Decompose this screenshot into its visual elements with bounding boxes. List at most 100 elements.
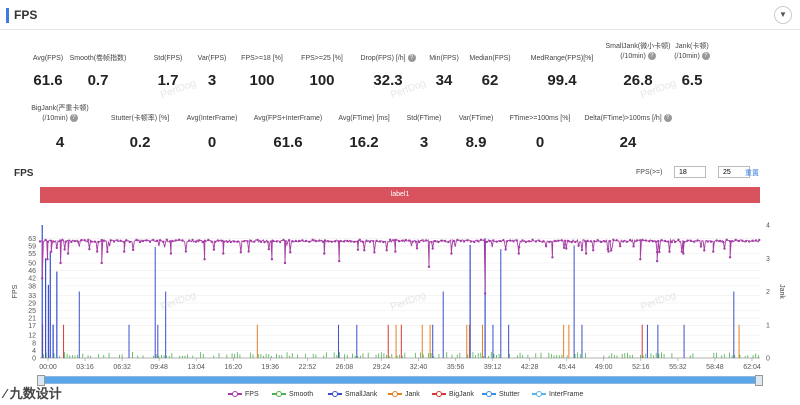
fps-point <box>226 240 229 244</box>
help-icon[interactable]: ? <box>407 54 416 63</box>
stat-label: Avg(InterFrame) <box>186 115 238 122</box>
time-range-slider[interactable] <box>37 375 763 386</box>
x-tick-label: 49:00 <box>595 364 613 371</box>
stat-value: 8.9 <box>465 134 487 151</box>
legend-item-fps[interactable]: FPS <box>228 391 259 398</box>
fps-point <box>207 238 210 242</box>
y-tick-label: 17 <box>28 323 36 330</box>
fps-point <box>148 240 152 243</box>
legend-item-interframe[interactable]: InterFrame <box>532 391 583 398</box>
fps-point <box>565 247 568 250</box>
fps-point <box>333 240 337 243</box>
fps-point <box>731 239 734 243</box>
fps-point <box>411 240 414 243</box>
slider-right-handle[interactable] <box>755 375 763 386</box>
collapse-chevron-icon[interactable]: ▼ <box>774 6 792 24</box>
fps-point <box>632 245 635 248</box>
fps-point <box>459 239 462 243</box>
fps-point <box>181 239 184 242</box>
legend-marker-icon <box>228 391 242 398</box>
fps-point <box>112 240 116 243</box>
fps-point <box>382 240 385 244</box>
stat-value: 0 <box>535 134 545 151</box>
fps-point <box>456 238 459 242</box>
fps-threshold-low-input[interactable] <box>674 166 706 178</box>
y-tick-label: 21 <box>28 316 36 323</box>
stat-value: 99.4 <box>547 72 577 89</box>
stat-value: 0.7 <box>87 72 109 89</box>
fps-point <box>469 240 473 243</box>
stat-label: Avg(FPS) <box>32 55 64 62</box>
fps-threshold-high-input[interactable] <box>718 166 750 178</box>
fps-point <box>311 238 314 242</box>
fps-point <box>560 239 563 242</box>
fps-point <box>483 292 487 295</box>
x-tick-label: 19:36 <box>262 364 280 371</box>
help-icon[interactable]: ? <box>701 52 710 61</box>
stat-label: Drop(FPS) [/h] ? <box>348 54 428 64</box>
fps-point <box>232 240 236 243</box>
fps-point <box>673 240 677 244</box>
fps-point <box>609 249 613 252</box>
fps-point <box>217 239 220 242</box>
fps-point <box>222 252 225 255</box>
stat-label: Min(FPS) <box>429 55 459 62</box>
stat-value: 3 <box>419 134 429 151</box>
fps-point <box>414 240 418 243</box>
legend-item-smalljank[interactable]: SmallJank <box>328 391 377 398</box>
slider-left-handle[interactable] <box>37 375 45 386</box>
stat-label: MedRange(FPS)[%] <box>530 55 594 62</box>
fps-point <box>165 238 168 242</box>
fps-point <box>505 240 508 243</box>
fps-point <box>492 239 495 242</box>
fps-point <box>424 239 428 242</box>
fps-point <box>38 240 42 243</box>
stat-label: Std(FPS) <box>153 55 183 62</box>
fps-point <box>437 240 440 244</box>
legend-item-bigjank[interactable]: BigJank <box>432 391 474 398</box>
legend-marker-icon <box>532 391 546 398</box>
legend-item-stutter[interactable]: Stutter <box>482 391 520 398</box>
legend-label: Stutter <box>499 391 520 398</box>
fps-point <box>247 250 250 253</box>
fps-point <box>504 248 507 251</box>
reset-button[interactable]: 重置 <box>745 170 759 177</box>
legend-item-jank[interactable]: Jank <box>388 391 420 398</box>
fps-point <box>712 250 715 253</box>
y2-tick-label: 1 <box>766 322 770 329</box>
fps-point <box>715 239 718 242</box>
fps-point <box>418 240 421 244</box>
fps-point <box>394 238 397 242</box>
fps-point <box>158 239 162 242</box>
fps-point <box>352 240 356 244</box>
fps-point <box>169 252 173 255</box>
fps-point <box>495 240 498 243</box>
stat-label: BigJank(严重卡顿) <box>31 105 89 112</box>
fps-point <box>375 239 378 243</box>
fps-point <box>407 239 411 242</box>
fps-point <box>440 239 443 242</box>
label-bar[interactable]: label1 <box>40 187 760 203</box>
stat-label: Smooth(卷帧指数) <box>69 55 127 62</box>
stat-item: Min(FPS) 34 <box>421 54 467 104</box>
fps-point <box>116 239 119 242</box>
help-icon[interactable]: ? <box>647 52 656 61</box>
help-icon[interactable]: ? <box>69 114 78 123</box>
stat-label: Median(FPS) <box>469 55 511 62</box>
fps-point <box>618 244 622 248</box>
help-icon[interactable]: ? <box>663 114 672 123</box>
legend-item-smooth[interactable]: Smooth <box>272 391 313 398</box>
y-tick-label: 12 <box>28 333 36 340</box>
fps-point <box>670 240 673 244</box>
fps-point <box>59 261 62 265</box>
fps-point <box>622 240 625 243</box>
x-tick-label: 16:20 <box>224 364 242 371</box>
fps-point <box>284 240 287 243</box>
fps-point <box>368 240 372 244</box>
chart-legend: FPS Smooth SmallJank Jank BigJank Stutter Inte… <box>0 391 800 403</box>
x-tick-label: 35:56 <box>447 364 465 371</box>
fps-point <box>90 240 93 243</box>
header-accent <box>6 8 9 23</box>
fps-point <box>548 240 551 244</box>
